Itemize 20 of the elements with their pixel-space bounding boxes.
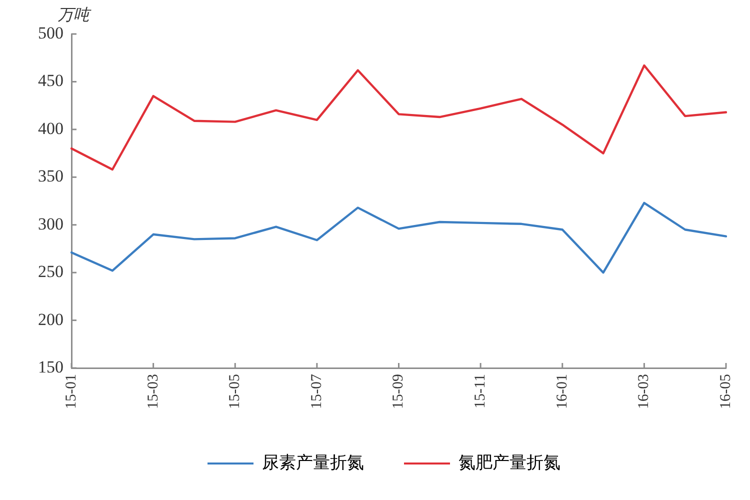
x-tick-label: 15-09 <box>390 374 407 410</box>
x-tick-label: 16-05 <box>718 374 734 410</box>
x-tick-label: 16-01 <box>554 374 570 410</box>
y-tick-label: 150 <box>38 357 64 376</box>
legend-label: 氮肥产量折氮 <box>458 452 560 472</box>
x-tick-label: 15-05 <box>227 374 244 410</box>
legend-label: 尿素产量折氮 <box>262 452 364 472</box>
x-tick-label: 15-11 <box>472 374 488 408</box>
x-tick-label: 15-07 <box>308 374 325 410</box>
y-tick-label: 400 <box>38 118 64 138</box>
x-tick-label: 15-03 <box>145 374 162 410</box>
y-tick-label: 200 <box>38 310 64 329</box>
y-tick-label: 450 <box>38 71 64 90</box>
y-axis-title: 万吨 <box>58 6 92 24</box>
y-tick-label: 500 <box>38 23 64 42</box>
y-tick-label: 350 <box>38 166 64 186</box>
x-tick-label: 16-03 <box>636 374 652 410</box>
x-tick-label: 15-01 <box>63 374 80 410</box>
y-tick-label: 250 <box>38 262 64 282</box>
y-tick-label: 300 <box>38 214 64 234</box>
